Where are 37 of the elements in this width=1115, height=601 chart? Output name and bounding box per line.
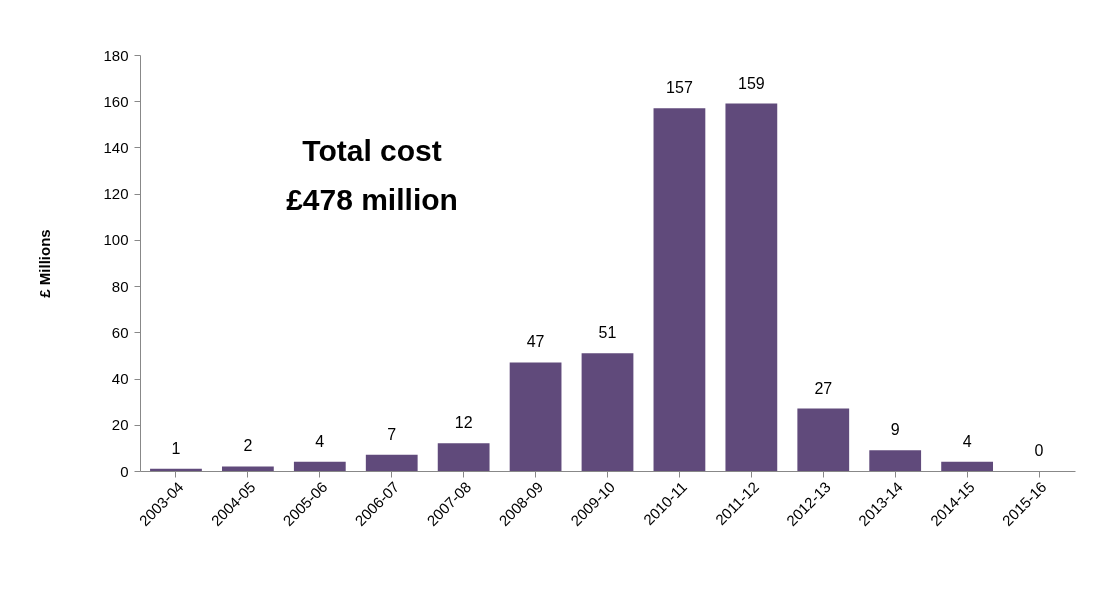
- y-tick-label: 0: [120, 462, 129, 480]
- data-label: 2: [243, 437, 253, 455]
- data-label: 27: [814, 379, 833, 397]
- data-label: 9: [890, 421, 900, 439]
- bar: [365, 454, 418, 471]
- bar: [509, 362, 562, 471]
- bar: [797, 408, 850, 471]
- bar: [293, 461, 346, 471]
- annotation: Total cost: [302, 134, 442, 167]
- y-tick-label: 80: [111, 277, 129, 295]
- bar: [725, 103, 778, 471]
- bar: [581, 353, 634, 471]
- data-label: 4: [962, 432, 972, 450]
- y-tick-label: 160: [103, 92, 129, 110]
- data-label: 4: [315, 432, 325, 450]
- y-tick-label: 140: [103, 138, 129, 156]
- y-tick-label: 20: [111, 416, 129, 434]
- bar: [941, 461, 994, 471]
- data-label: 0: [1034, 442, 1044, 459]
- bar: [869, 450, 922, 471]
- y-axis-title: £ Millions: [36, 229, 54, 298]
- annotation: £478 million: [286, 183, 458, 216]
- data-label: 159: [737, 74, 765, 92]
- bar: [437, 443, 490, 471]
- y-tick-label: 180: [103, 46, 129, 64]
- y-tick-label: 40: [111, 370, 129, 388]
- data-label: 1: [171, 439, 181, 457]
- bar: [653, 108, 706, 471]
- data-label: 7: [387, 425, 397, 443]
- y-tick-label: 60: [111, 323, 129, 341]
- y-tick-label: 100: [103, 231, 129, 249]
- data-label: 47: [526, 333, 545, 351]
- data-label: 51: [598, 324, 617, 342]
- data-label: 12: [454, 414, 473, 432]
- y-tick-label: 120: [103, 185, 129, 203]
- data-label: 157: [666, 79, 693, 97]
- bar: [221, 466, 274, 471]
